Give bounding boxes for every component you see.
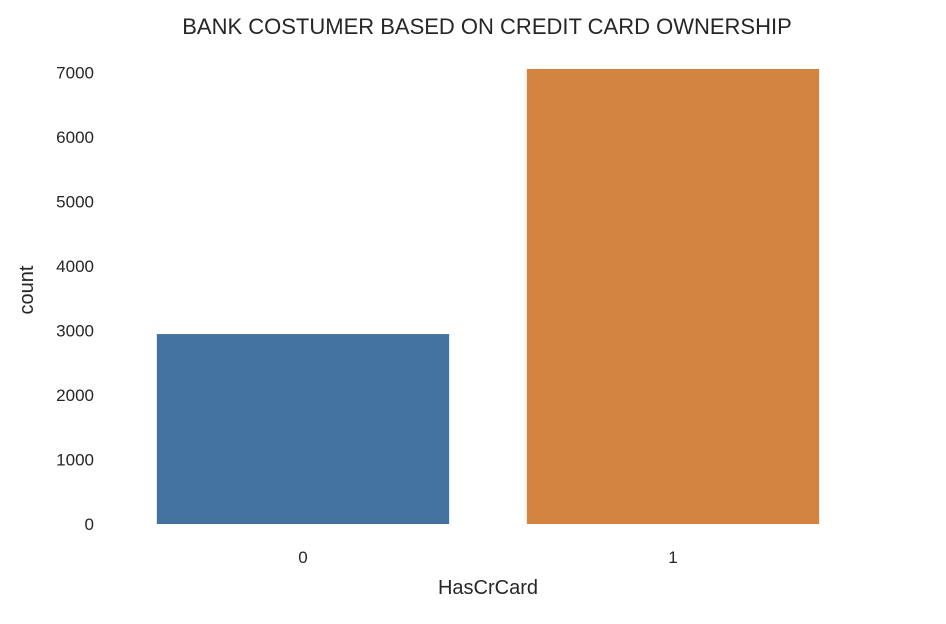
chart-title: BANK COSTUMER BASED ON CREDIT CARD OWNER… <box>182 14 792 39</box>
y-tick-labels: 0 1000 2000 3000 4000 5000 6000 7000 <box>56 64 94 534</box>
bar-1 <box>526 69 820 524</box>
bar-group <box>156 69 820 524</box>
y-tick-label: 6000 <box>56 128 94 147</box>
bar-0 <box>156 334 450 524</box>
y-tick-label: 5000 <box>56 193 94 212</box>
y-tick-label: 0 <box>85 515 94 534</box>
y-axis-label: count <box>16 265 38 314</box>
x-axis-label: HasCrCard <box>438 577 538 599</box>
y-tick-label: 7000 <box>56 64 94 83</box>
y-tick-label: 3000 <box>56 322 94 341</box>
y-tick-label: 1000 <box>56 451 94 470</box>
x-tick-label: 0 <box>298 548 307 567</box>
x-tick-label: 1 <box>668 548 677 567</box>
y-tick-label: 2000 <box>56 386 94 405</box>
y-tick-label: 4000 <box>56 257 94 276</box>
